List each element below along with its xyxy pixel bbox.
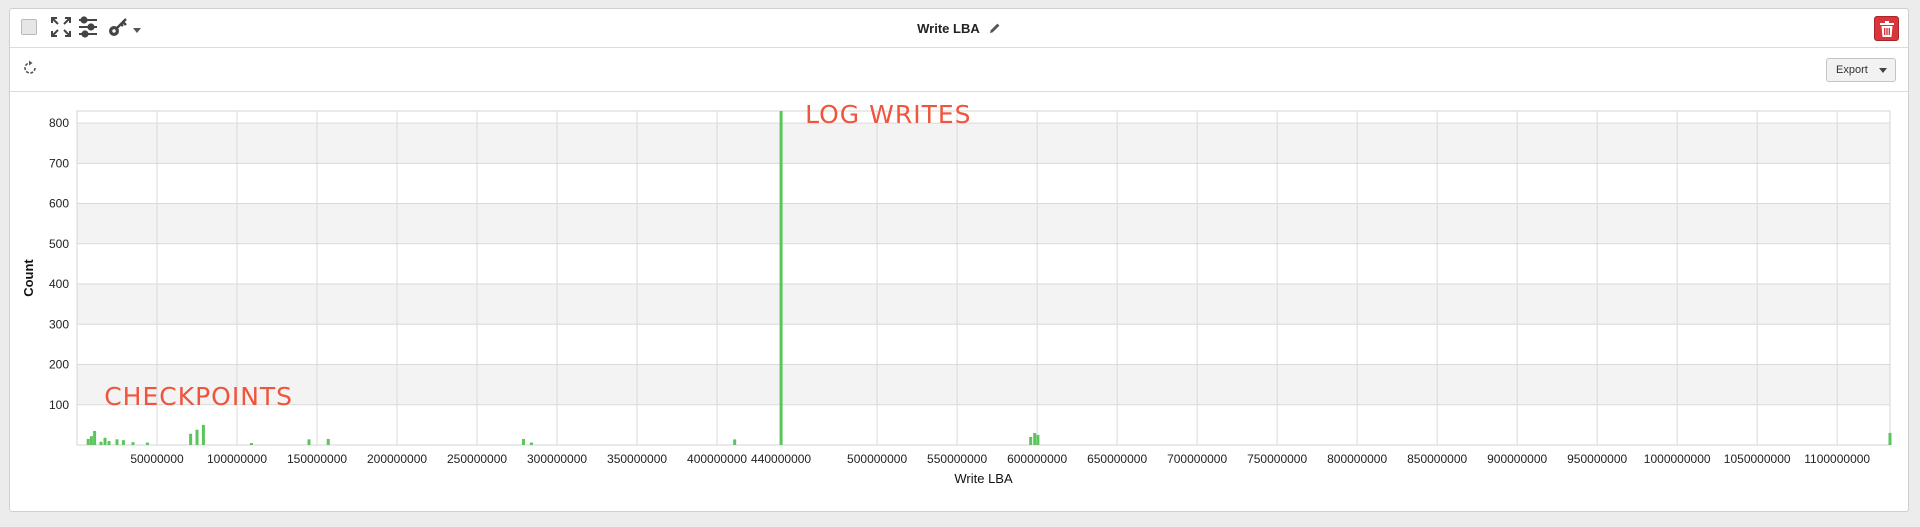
sliders-icon[interactable] (77, 16, 99, 43)
x-tick-label: 900000000 (1487, 452, 1547, 466)
chevron-down-icon[interactable] (132, 22, 142, 40)
x-tick-label: 200000000 (367, 452, 427, 466)
histogram-bar (1033, 432, 1037, 445)
histogram-bar (99, 441, 103, 445)
x-tick-label: 950000000 (1567, 452, 1627, 466)
x-tick-label: 50000000 (130, 452, 184, 466)
grid-band (77, 284, 1890, 325)
x-tick-label: 550000000 (927, 452, 987, 466)
x-tick-label: 1050000000 (1724, 452, 1791, 466)
panel-titlebar: Write LBA (10, 9, 1908, 48)
x-tick-label: 400000000 (687, 452, 747, 466)
x-axis-label: Write LBA (954, 471, 1013, 486)
histogram-bar (145, 442, 149, 445)
histogram-bar (326, 438, 330, 445)
y-axis-label: Count (21, 259, 36, 297)
y-tick-label: 700 (49, 156, 69, 170)
trash-icon (1880, 21, 1894, 42)
histogram-bar (1888, 432, 1892, 445)
x-tick-label: 440000000 (751, 452, 811, 466)
y-tick-label: 500 (49, 237, 69, 251)
x-tick-label: 500000000 (847, 452, 907, 466)
x-tick-label: 800000000 (1327, 452, 1387, 466)
histogram-bar (86, 438, 90, 445)
y-tick-label: 200 (49, 358, 69, 372)
key-icon[interactable] (107, 16, 129, 43)
x-tick-label: 1100000000 (1804, 452, 1870, 466)
histogram-bar (131, 442, 135, 445)
y-tick-label: 300 (49, 317, 69, 331)
histogram-bar (189, 433, 193, 445)
y-tick-label: 800 (49, 116, 69, 130)
chart-panel: Write LBA (9, 8, 1909, 512)
histogram-bar (103, 437, 107, 445)
x-tick-label: 650000000 (1087, 452, 1147, 466)
grid-band (77, 203, 1890, 244)
x-tick-label: 600000000 (1007, 452, 1067, 466)
histogram-bar (529, 442, 533, 445)
histogram-bar (1036, 434, 1040, 445)
chart-title-text: Write LBA (917, 21, 980, 36)
histogram-bar (307, 439, 311, 445)
histogram-bar (1029, 436, 1033, 445)
x-tick-label: 300000000 (527, 452, 587, 466)
fullscreen-icon[interactable] (50, 16, 72, 43)
panel-toolbar: Export (10, 48, 1908, 92)
histogram-bar (779, 111, 783, 445)
histogram-bar (89, 436, 93, 445)
histogram-bar (93, 430, 97, 445)
histogram-bar (115, 439, 119, 445)
y-tick-label: 400 (49, 277, 69, 291)
histogram-bar (521, 438, 525, 445)
histogram-bar (107, 440, 111, 445)
caret-down-icon (1879, 68, 1887, 73)
x-tick-label: 250000000 (447, 452, 507, 466)
histogram-bar (195, 429, 199, 445)
histogram-bar (733, 439, 737, 445)
y-tick-label: 100 (49, 398, 69, 412)
x-tick-label: 150000000 (287, 452, 347, 466)
delete-button[interactable] (1874, 16, 1899, 41)
histogram-bar (121, 440, 125, 445)
refresh-icon[interactable] (22, 60, 38, 81)
plot-area (76, 110, 1891, 446)
histogram-bar (249, 442, 253, 445)
export-button[interactable]: Export (1826, 58, 1896, 82)
x-tick-label: 350000000 (607, 452, 667, 466)
panel-title: Write LBA (10, 21, 1908, 37)
y-tick-label: 600 (49, 197, 69, 211)
chart-annotation: LOG WRITES (805, 100, 971, 129)
x-tick-label: 100000000 (207, 452, 267, 466)
chart-annotation: CHECKPOINTS (104, 382, 293, 411)
x-tick-label: 1000000000 (1644, 452, 1711, 466)
grid-band (77, 123, 1890, 164)
x-tick-label: 750000000 (1247, 452, 1307, 466)
export-label: Export (1836, 64, 1868, 76)
x-tick-label: 700000000 (1167, 452, 1227, 466)
pencil-icon[interactable] (989, 22, 1001, 37)
checkbox-icon[interactable] (21, 19, 37, 35)
histogram-bar (201, 424, 205, 445)
grid-band (77, 364, 1890, 405)
x-tick-label: 850000000 (1407, 452, 1467, 466)
